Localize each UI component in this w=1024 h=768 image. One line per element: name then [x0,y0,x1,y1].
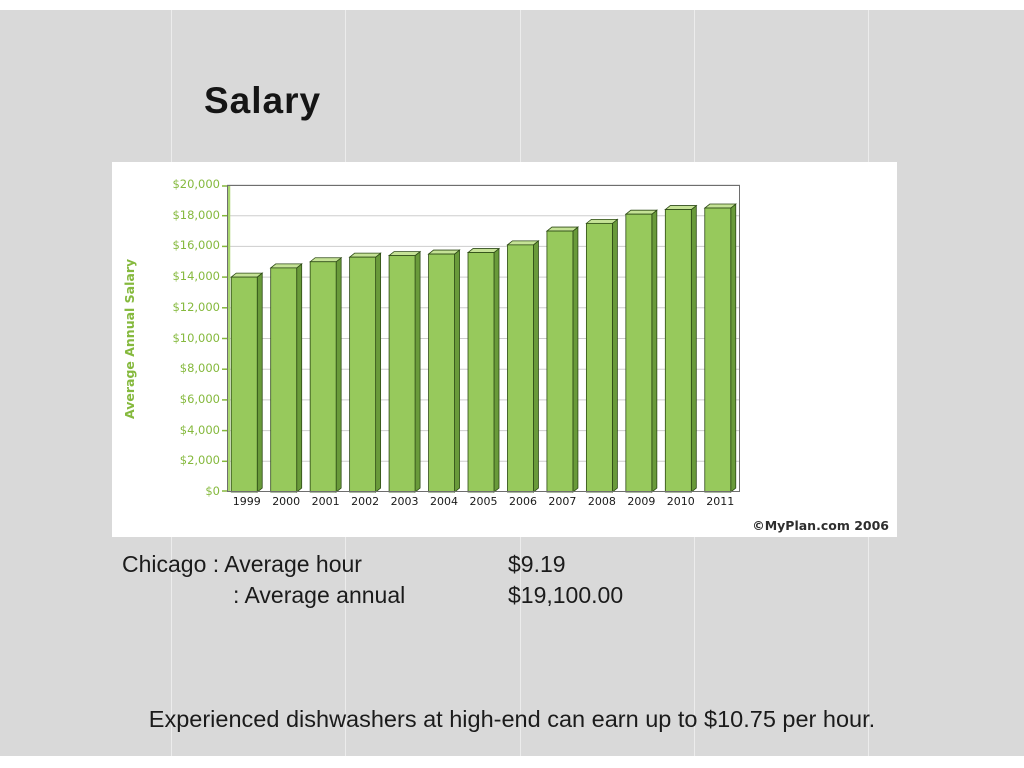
bar-top-face [309,257,343,263]
stat-label-hourly: Chicago : Average hour [122,551,362,577]
y-tick-label: $4,000 [179,422,220,437]
bar-front-face [546,230,574,493]
bar-top-face [545,226,580,232]
y-tick-label: $12,000 [172,299,220,314]
bar-front-face [349,256,377,493]
x-tick-label: 2004 [430,495,459,508]
x-tick-label: 2001 [311,495,340,508]
salary-chart-panel: Average Annual Salary $0 $2,000 $4,000 $6,0… [112,162,897,537]
y-tick-label: $8,000 [179,361,220,376]
bar-front-face [585,222,613,493]
y-tick-label: $2,000 [179,453,220,468]
bar-front-face [388,255,416,493]
bar-front-face [704,207,732,493]
x-tick-label: 2006 [508,495,537,508]
y-tick-label: $16,000 [172,238,220,253]
stat-value-hourly: $9.19 [508,551,566,577]
bar-side-face [414,250,421,493]
x-tick-label: 2009 [627,495,656,508]
bar-side-face [651,209,658,493]
x-tick-label: 2003 [390,495,419,508]
x-tick-label: 2005 [469,495,498,508]
bar-side-face [375,252,382,493]
bar-1999 [230,272,264,493]
stat-value-annual: $19,100.00 [508,582,624,608]
y-tick-label: $0 [205,484,220,498]
slide-footnote: Experienced dishwashers at high-end can … [148,706,876,732]
bar-chart-plot [222,184,740,493]
x-tick-label: 2011 [706,495,735,508]
y-tick-label: $14,000 [172,269,220,284]
bar-side-face [296,263,303,493]
x-tick-label: 2007 [548,495,577,508]
bar-side-face [454,249,460,493]
y-tick-label: $10,000 [172,330,220,345]
bar-top-face [387,251,422,257]
bar-top-face [506,240,540,246]
stat-label-annual: : Average annual [233,582,406,608]
bar-front-face [230,276,258,493]
bar-2007 [545,226,580,493]
bar-2010 [664,204,698,493]
bar-side-face [256,272,263,493]
x-tick-label: 2000 [272,495,301,508]
bar-2002 [348,252,382,493]
y-tick-label: $6,000 [179,391,220,406]
bar-2008 [585,218,619,493]
stat-row-hourly: Chicago : Average hour $9.19 [122,549,822,580]
bar-side-face [572,226,579,493]
bar-2011 [703,203,737,493]
slide-title: Salary [204,80,322,121]
bar-2003 [387,250,422,493]
x-tick-label: 2010 [666,495,695,508]
bar-front-face [428,253,455,493]
bar-side-face [533,240,539,493]
bar-2006 [506,240,540,493]
bar-top-face [624,209,658,215]
bar-front-face [664,209,692,493]
bar-side-face [690,204,697,493]
bar-front-face [309,261,337,493]
bar-front-face [467,252,495,493]
bar-2004 [427,249,461,493]
bar-top-face [348,252,382,258]
bar-top-face [703,203,737,209]
bar-side-face [611,218,618,493]
bar-top-face [664,205,698,210]
salary-stats: Chicago : Average hour $9.19 : Average a… [122,549,822,611]
bar-side-face [730,203,737,493]
bar-front-face [625,213,653,493]
bar-top-face [466,248,501,253]
stat-row-annual: : Average annual $19,100.00 [122,580,822,611]
bar-front-face [507,244,534,493]
x-tick-label: 2002 [351,495,380,508]
bar-2000 [269,263,303,493]
bar-side-face [493,247,500,493]
bar-front-face [270,267,298,493]
bar-side-face [335,256,342,493]
x-tick-label: 2008 [587,495,616,508]
y-tick-label: $20,000 [172,177,220,191]
plot-border [227,185,740,492]
y-tick-label: $18,000 [172,207,220,222]
bar-top-face [269,263,303,269]
chart-watermark: ©MyPlan.com 2006 [752,518,889,533]
bar-2009 [624,209,658,493]
bar-top-face [230,272,264,278]
bar-top-face [427,249,461,255]
bar-2005 [466,247,501,493]
bar-2001 [309,256,343,493]
x-tick-label: 1999 [232,495,261,508]
bar-top-face [585,218,619,224]
